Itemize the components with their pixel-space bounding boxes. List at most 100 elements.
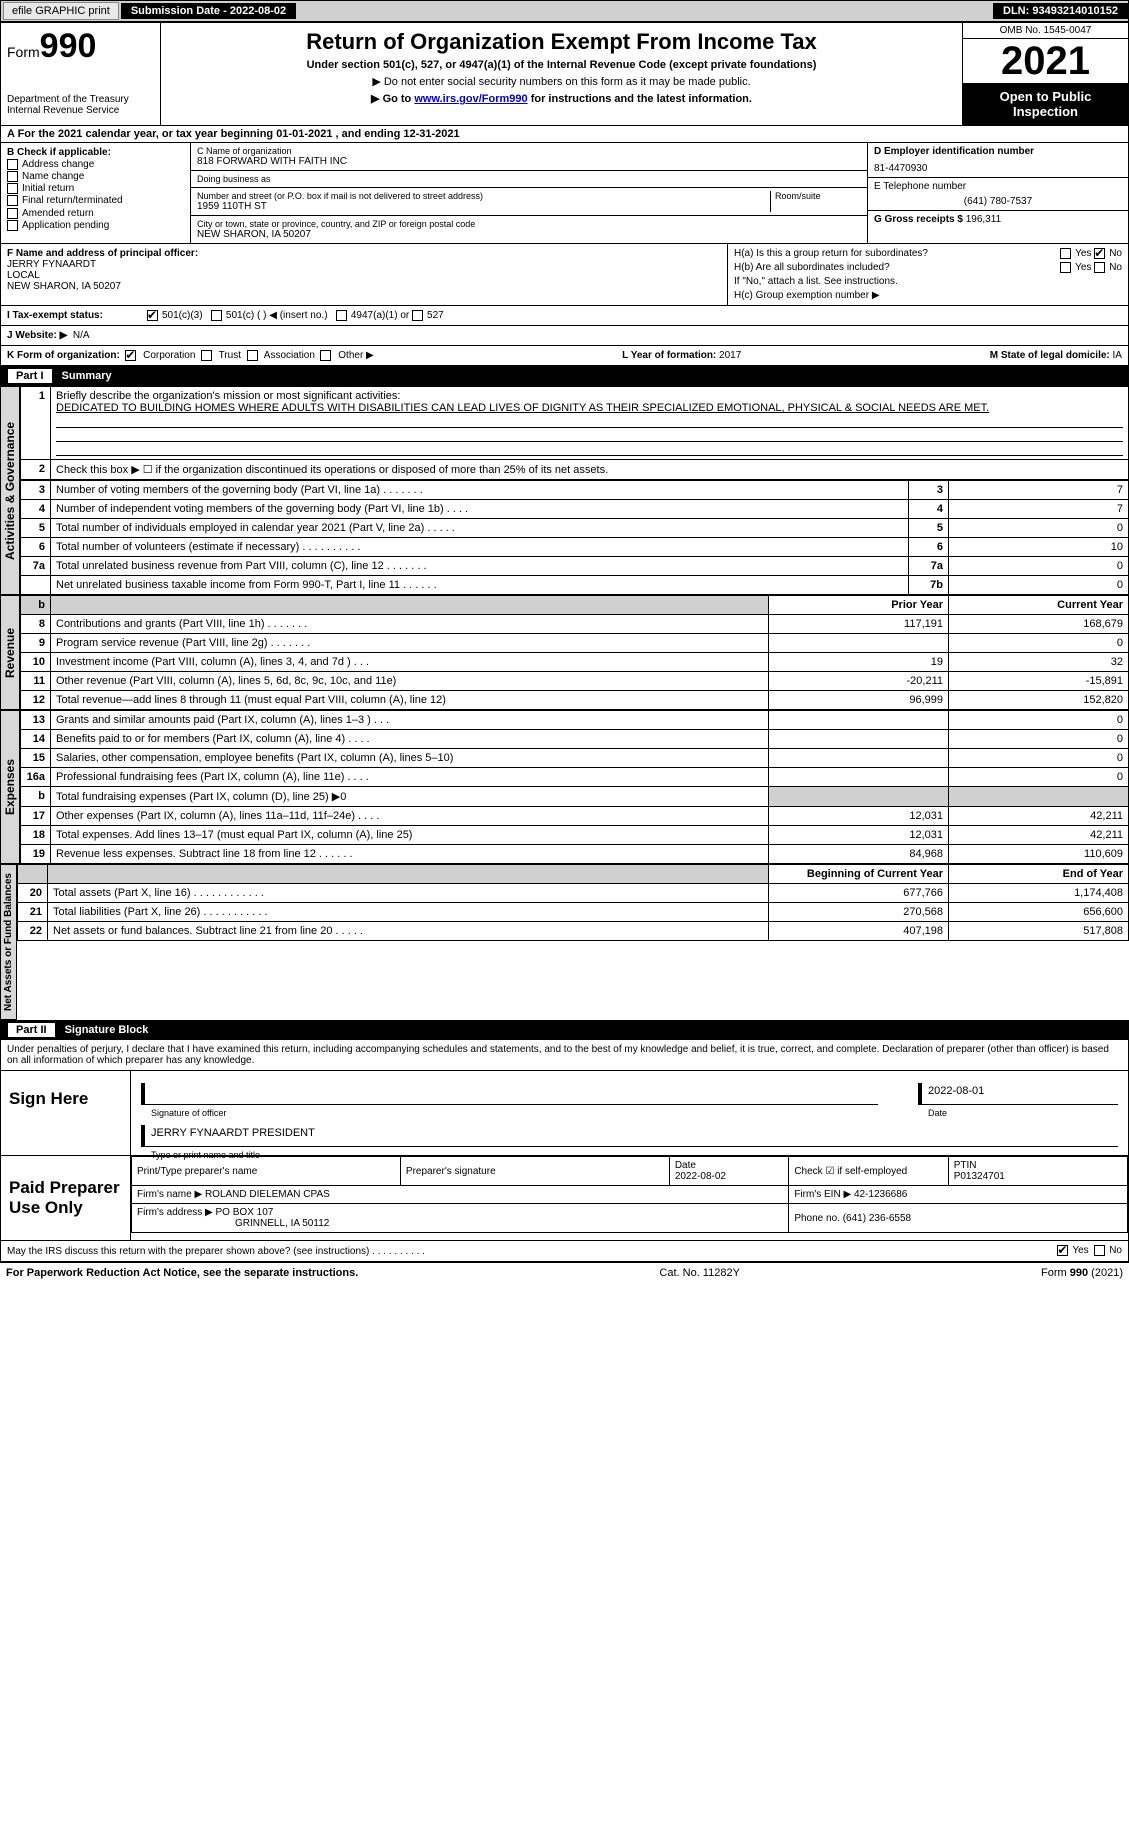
chk-corporation[interactable] (125, 350, 136, 361)
part-1-title: Summary (62, 370, 112, 382)
blank (18, 865, 48, 884)
hc-label: H(c) Group exemption number ▶ (734, 290, 1122, 301)
form-number: Form990 (7, 27, 154, 66)
form-subtitle-2: ▶ Do not enter social security numbers o… (171, 75, 952, 88)
netassets-table: Beginning of Current Year End of Year 20… (17, 864, 1129, 941)
revenue-table: b Prior Year Current Year 8Contributions… (20, 595, 1129, 710)
chk-501c3[interactable] (147, 310, 158, 321)
ein-value: 81-4470930 (874, 163, 1122, 174)
chk-527[interactable] (412, 310, 423, 321)
ha-answer: Yes No (1060, 248, 1122, 259)
no-label: No (1109, 262, 1122, 273)
form-num: 990 (40, 27, 97, 65)
officer-signature-line[interactable]: Signature of officer (141, 1083, 878, 1105)
firm-addr-cell: Firm's address ▶ PO BOX 107 GRINNELL, IA… (132, 1204, 789, 1233)
signature-date-line: 2022-08-01 Date (918, 1083, 1118, 1105)
chk-initial-return[interactable]: Initial return (7, 183, 184, 194)
tel-label: E Telephone number (874, 181, 1122, 192)
governance-rows: 3Number of voting members of the governi… (20, 480, 1129, 595)
table-row: 4Number of independent voting members of… (21, 500, 1129, 519)
part-2-title: Signature Block (65, 1024, 149, 1036)
officer-name-value: JERRY FYNAARDT PRESIDENT (151, 1127, 315, 1139)
expenses-section: Expenses 13Grants and similar amounts pa… (0, 710, 1129, 864)
mission-line (56, 442, 1123, 456)
table-row: 6Total number of volunteers (estimate if… (21, 538, 1129, 557)
street-value: 1959 110TH ST (197, 201, 766, 212)
netassets-section: Net Assets or Fund Balances Beginning of… (0, 864, 1129, 1020)
row-m: M State of legal domicile: IA (990, 350, 1122, 361)
dln-value: 93493214010152 (1032, 5, 1118, 17)
gross-value: 196,311 (966, 214, 1001, 225)
efile-print-button[interactable]: efile GRAPHIC print (3, 2, 119, 20)
type-name-caption: Type or print name and title (151, 1150, 260, 1160)
ha-label: H(a) Is this a group return for subordin… (734, 248, 928, 259)
year-footer: 2021 (1095, 1267, 1119, 1279)
chk-other[interactable] (320, 350, 331, 361)
sidelabel-revenue: Revenue (0, 595, 20, 710)
boy-header: Beginning of Current Year (769, 865, 949, 884)
website-value: N/A (73, 330, 90, 341)
dba-cell: Doing business as (191, 171, 867, 188)
part-1-header: Part I Summary (0, 366, 1129, 386)
dln: DLN: 93493214010152 (993, 3, 1128, 19)
row-i-label: I Tax-exempt status: (7, 310, 147, 321)
header-left: Form990 Department of the Treasury Inter… (1, 23, 161, 125)
org-name-label: C Name of organization (197, 146, 861, 156)
group-return: H(a) Is this a group return for subordin… (728, 244, 1128, 305)
mission-text: DEDICATED TO BUILDING HOMES WHERE ADULTS… (56, 402, 989, 414)
ein-label: D Employer identification number (874, 146, 1122, 157)
city-value: NEW SHARON, IA 50207 (197, 229, 861, 240)
row-k-label: K Form of organization: (7, 350, 120, 361)
table-row: 10Investment income (Part VIII, column (… (21, 653, 1129, 672)
mission-line (56, 414, 1123, 428)
chk-amended-return[interactable]: Amended return (7, 208, 184, 219)
ein-cell: D Employer identification number 81-4470… (868, 143, 1128, 178)
firm-addr-label: Firm's address ▶ (137, 1207, 216, 1218)
prep-date-label: Date (675, 1160, 696, 1171)
chk-label: Amended return (22, 208, 94, 219)
chk-association[interactable] (247, 350, 258, 361)
tax-year: 2021 (963, 39, 1128, 83)
line-1-desc: Briefly describe the organization's miss… (51, 387, 1129, 460)
row-k: K Form of organization: Corporation Trus… (7, 350, 374, 361)
chk-4947[interactable] (336, 310, 347, 321)
line-2-num: 2 (21, 460, 51, 480)
chk-trust[interactable] (201, 350, 212, 361)
table-row: 5Total number of individuals employed in… (21, 519, 1129, 538)
opt-trust: Trust (219, 350, 241, 361)
col-b-label: B Check if applicable: (7, 147, 184, 158)
website-label: J Website: ▶ (7, 330, 67, 341)
opt-501c3: 501(c)(3) (162, 310, 203, 321)
chk-501c[interactable] (211, 310, 222, 321)
goto-suffix: for instructions and the latest informat… (528, 93, 752, 105)
principal-officer: F Name and address of principal officer:… (1, 244, 728, 305)
chk-final-return[interactable]: Final return/terminated (7, 195, 184, 206)
chk-label: Initial return (22, 183, 74, 194)
sidelabel-activities: Activities & Governance (0, 386, 20, 595)
section-bcd: B Check if applicable: Address change Na… (0, 143, 1129, 244)
city-label: City or town, state or province, country… (197, 219, 861, 229)
irs-link[interactable]: www.irs.gov/Form990 (414, 93, 527, 105)
opt-assoc: Association (264, 350, 315, 361)
self-employed-cell: Check ☑ if self-employed (789, 1157, 948, 1186)
ptin-value: P01324701 (954, 1171, 1005, 1182)
sidelabel-expenses: Expenses (0, 710, 20, 864)
prep-name-cell: Print/Type preparer's name (132, 1157, 401, 1186)
gross-cell: G Gross receipts $ 196,311 (868, 211, 1128, 228)
opt-501c: 501(c) ( ) ◀ (insert no.) (226, 310, 328, 321)
chk-name-change[interactable]: Name change (7, 171, 184, 182)
officer-label: F Name and address of principal officer: (7, 248, 721, 259)
paid-preparer-block: Paid Preparer Use Only Print/Type prepar… (0, 1156, 1129, 1241)
officer-signature-caption: Signature of officer (151, 1108, 226, 1118)
table-row: 16aProfessional fundraising fees (Part I… (21, 768, 1129, 787)
state-domicile-label: M State of legal domicile: (990, 350, 1113, 361)
chk-address-change[interactable]: Address change (7, 159, 184, 170)
discuss-label: May the IRS discuss this return with the… (7, 1246, 425, 1257)
officer-name: JERRY FYNAARDT (7, 259, 721, 270)
firm-phone-label: Phone no. (794, 1213, 842, 1224)
org-name: 818 FORWARD WITH FAITH INC (197, 156, 861, 167)
table-row: 8Contributions and grants (Part VIII, li… (21, 615, 1129, 634)
firm-phone-value: (641) 236-6558 (843, 1213, 911, 1224)
row-klm: K Form of organization: Corporation Trus… (0, 346, 1129, 366)
chk-application-pending[interactable]: Application pending (7, 220, 184, 231)
